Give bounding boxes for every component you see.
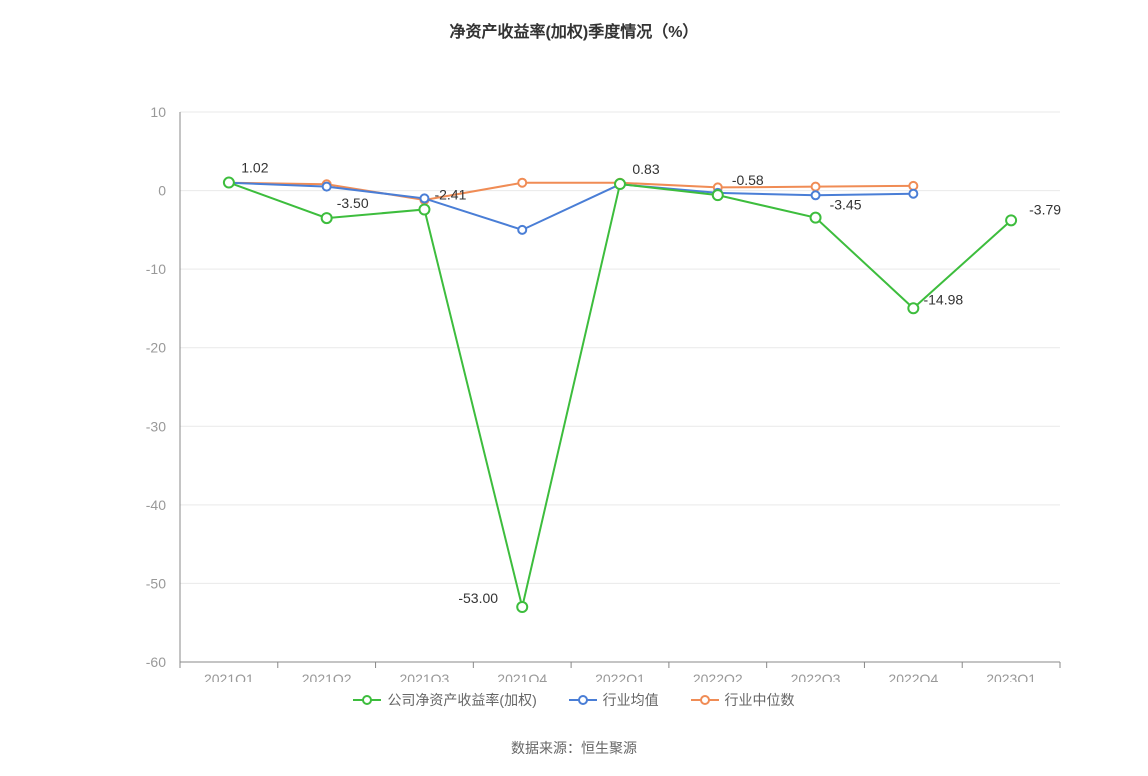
series-value-label: 0.83 xyxy=(632,161,659,177)
x-tick-label: 2022Q4 xyxy=(888,671,938,682)
x-tick-label: 2021Q2 xyxy=(302,671,352,682)
data-source: 数据来源：恒生聚源 xyxy=(0,738,1148,758)
legend-label: 公司净资产收益率(加权) xyxy=(387,690,536,710)
y-tick-label: -60 xyxy=(146,654,166,670)
series-marker-company xyxy=(224,178,234,188)
series-marker-company xyxy=(322,213,332,223)
legend-swatch-company xyxy=(353,693,381,707)
line-chart: 10 0 -10 -20 -30 -40 -50 -60 2021Q1 2021Q2 2021Q3 2… xyxy=(0,42,1148,682)
legend-dot xyxy=(578,695,588,705)
legend-swatch-median xyxy=(691,693,719,707)
chart-container: 净资产收益率(加权)季度情况（%） 10 0 -10 -20 -30 -40 -50 -60 2… xyxy=(0,0,1148,776)
x-tick-label: 2022Q2 xyxy=(693,671,743,682)
y-tick-label: -40 xyxy=(146,497,166,513)
x-tick-label: 2021Q3 xyxy=(400,671,450,682)
legend-item-mean: 行业均值 xyxy=(569,690,659,710)
x-tick-label: 2021Q4 xyxy=(497,671,547,682)
series-value-label: -0.58 xyxy=(732,172,764,188)
series-marker-company xyxy=(811,213,821,223)
series-value-label: -3.79 xyxy=(1029,201,1061,217)
x-tick-label: 2021Q1 xyxy=(204,671,254,682)
series-marker-company xyxy=(713,190,723,200)
legend-label: 行业中位数 xyxy=(725,690,795,710)
legend-item-median: 行业中位数 xyxy=(691,690,795,710)
series-value-label: -2.41 xyxy=(434,187,466,203)
series-marker-industry_mean xyxy=(323,183,331,191)
y-tick-label: 10 xyxy=(150,104,166,120)
x-tick-label: 2023Q1 xyxy=(986,671,1036,682)
x-tick-label: 2022Q3 xyxy=(791,671,841,682)
series-marker-industry_mean xyxy=(812,191,820,199)
series-line-industry_mean xyxy=(229,183,913,230)
series-marker-company xyxy=(1006,215,1016,225)
series-marker-industry_mean xyxy=(420,194,428,202)
series-marker-company xyxy=(419,205,429,215)
y-tick-label: -10 xyxy=(146,261,166,277)
series-value-label: -3.50 xyxy=(337,195,369,211)
legend-dot xyxy=(700,695,710,705)
series-marker-industry_mean xyxy=(518,226,526,234)
legend-label: 行业均值 xyxy=(603,690,659,710)
series-value-label: -3.45 xyxy=(830,197,862,213)
y-tick-label: -50 xyxy=(146,575,166,591)
series-marker-industry_median xyxy=(909,182,917,190)
y-tick-label: -20 xyxy=(146,340,166,356)
y-tick-label: -30 xyxy=(146,418,166,434)
legend-item-company: 公司净资产收益率(加权) xyxy=(353,690,536,710)
series-marker-company xyxy=(615,179,625,189)
series-value-label: -14.98 xyxy=(923,291,963,307)
series-value-label: 1.02 xyxy=(241,160,268,176)
chart-title: 净资产收益率(加权)季度情况（%） xyxy=(0,0,1148,42)
series-marker-company xyxy=(517,602,527,612)
series-line-company xyxy=(229,183,1011,607)
series-value-label: -53.00 xyxy=(458,590,498,606)
legend-dot xyxy=(362,695,372,705)
series-marker-industry_median xyxy=(812,183,820,191)
series-marker-industry_median xyxy=(518,179,526,187)
legend-swatch-mean xyxy=(569,693,597,707)
series-marker-company xyxy=(908,303,918,313)
legend: 公司净资产收益率(加权) 行业均值 行业中位数 xyxy=(0,690,1148,710)
series-marker-industry_mean xyxy=(909,190,917,198)
x-tick-label: 2022Q1 xyxy=(595,671,645,682)
y-tick-label: 0 xyxy=(158,183,166,199)
